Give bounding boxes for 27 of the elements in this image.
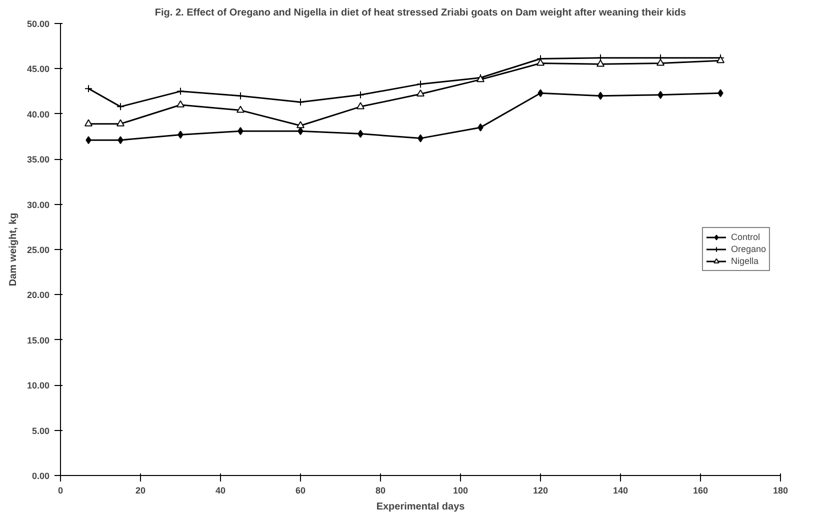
y-tick-label: 20.00: [26, 290, 50, 300]
chart-title: Fig. 2. Effect of Oregano and Nigella in diet of heat stressed Zriabi goats on Dam weight after weaning their kids: [154, 8, 687, 18]
x-tick-label: 100: [452, 486, 468, 496]
y-tick-label: 0.00: [32, 471, 50, 481]
x-tick-label: 0: [58, 486, 64, 496]
y-tick-label: 45.00: [26, 64, 50, 74]
y-tick-label: 5.00: [32, 426, 50, 436]
legend-label: Control: [730, 231, 760, 243]
y-tick-label: 10.00: [26, 380, 50, 391]
x-axis-title: Experimental days: [376, 502, 466, 512]
x-tick-label: 40: [215, 486, 226, 496]
legend-label: Oregano: [730, 243, 766, 255]
y-axis-title: Dam weight, kg: [8, 212, 19, 286]
x-tick-label: 20: [135, 486, 146, 496]
x-tick-label: 60: [295, 486, 306, 496]
x-tick-label: 140: [612, 486, 628, 496]
y-tick-label: 40.00: [26, 109, 50, 120]
y-tick-label: 50.00: [26, 19, 50, 29]
legend-label: Nigella: [730, 255, 758, 267]
x-tick-label: 160: [692, 486, 708, 496]
y-tick-label: 15.00: [26, 335, 50, 346]
x-tick-label: 80: [375, 486, 386, 496]
y-tick-label: 35.00: [26, 154, 50, 165]
y-tick-label: 30.00: [26, 200, 50, 210]
y-tick-label: 25.00: [26, 245, 50, 255]
x-tick-label: 180: [772, 486, 788, 496]
x-tick-label: 120: [532, 486, 548, 496]
